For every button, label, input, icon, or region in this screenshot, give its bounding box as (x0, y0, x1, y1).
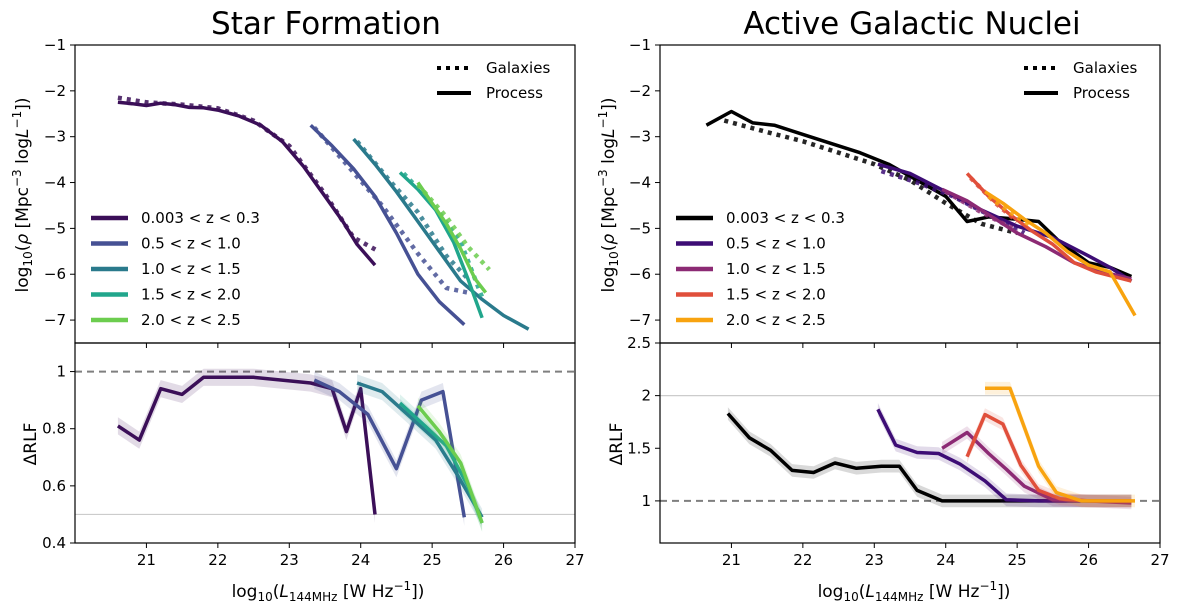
ratio-band (417, 397, 483, 532)
process-line (984, 190, 1137, 317)
process-line (941, 187, 1132, 281)
agn-style-legend: Galaxies Process (1024, 59, 1137, 102)
y-tick-label: −1 (44, 36, 66, 54)
x-tick-label: 24 (936, 551, 955, 569)
legend-label: 1.0 < z < 1.5 (726, 260, 826, 278)
process-line (398, 171, 484, 319)
sf-density-plot: −7 −6 −5 −4 −3 −2 −1 (44, 36, 576, 348)
legend-label: 1.0 < z < 1.5 (141, 260, 241, 278)
ratio-band (314, 371, 465, 526)
x-tick-label: 26 (494, 551, 513, 569)
galaxies-line (723, 118, 1018, 236)
agn-density-plot: −7 −6 −5 −4 −3 −2 −1 (629, 36, 1161, 348)
ratio-line (356, 381, 484, 519)
y-tick-label: 1.5 (627, 439, 651, 457)
y-tick-label: −1 (629, 36, 651, 54)
legend-label: 1.5 < z < 2.0 (141, 286, 241, 304)
y-tick-label: −3 (629, 128, 651, 146)
legend-label: 0.5 < z < 1.0 (726, 235, 826, 253)
galaxies-line (401, 171, 485, 299)
axes-frame (74, 342, 576, 544)
ratio-line (116, 375, 377, 515)
y-tick-label: −4 (629, 174, 651, 192)
x-tick-label: 21 (722, 551, 741, 569)
y-tick-label: −5 (44, 219, 66, 237)
y-tick-label: −2 (629, 82, 651, 100)
agn-x-axis-label: log10(L144MHz [W Hz−1]) (818, 579, 1011, 604)
legend-label: 2.0 < z < 2.5 (726, 311, 826, 329)
ratio-band (877, 403, 1132, 508)
agn-redshift-legend: 0.003 < z < 0.3 0.5 < z < 1.0 1.0 < z < 1.… (676, 209, 845, 329)
y-tick-label: −2 (44, 82, 66, 100)
y-tick-label: 2 (641, 387, 651, 405)
legend-label: 2.0 < z < 2.5 (141, 311, 241, 329)
ratio-line (416, 404, 484, 524)
x-tick-label: 21 (137, 551, 156, 569)
sf-y-axis-label: log10(ρ [Mpc−3 logL−1]) (10, 98, 35, 293)
agn-ratio-y-label: ΔRLF (607, 423, 627, 466)
sf-x-axis-label: log10(L144MHz [W Hz−1]) (232, 579, 425, 604)
y-tick-label: −7 (44, 311, 66, 329)
y-tick-label: 0.4 (42, 534, 66, 552)
x-tick-label: 27 (1150, 551, 1169, 569)
y-tick-label: −5 (629, 219, 651, 237)
process-line (352, 137, 530, 331)
sf-ratio-plot: 21 22 23 24 25 26 27 0.4 0.6 0.8 1 (42, 342, 585, 569)
ratio-band (985, 381, 1135, 508)
y-tick-label: 0.8 (42, 420, 66, 438)
agn-y-axis-label: log10(ρ [Mpc−3 logL−1]) (596, 98, 621, 293)
ratio-line (313, 378, 467, 518)
x-tick-label: 24 (351, 551, 370, 569)
process-line (416, 181, 488, 294)
ratio-band (357, 374, 483, 526)
x-tick-label: 22 (208, 551, 227, 569)
x-tick-label: 27 (565, 551, 584, 569)
process-legend-label: Process (1073, 84, 1130, 102)
y-tick-label: −7 (629, 311, 651, 329)
ratio-line (876, 408, 1132, 503)
axes-frame (659, 342, 1161, 544)
y-tick-label: −6 (629, 265, 651, 283)
process-line (117, 100, 377, 267)
x-tick-label: 22 (793, 551, 812, 569)
galaxies-line (355, 139, 470, 281)
left-panel-title: Star Formation (211, 6, 441, 42)
x-tick-label: 25 (1008, 551, 1027, 569)
sf-redshift-legend: 0.003 < z < 0.3 0.5 < z < 1.0 1.0 < z < 1.… (91, 209, 260, 329)
y-tick-label: −3 (44, 128, 66, 146)
x-tick-label: 25 (423, 551, 442, 569)
process-line (965, 172, 1132, 283)
process-line (309, 123, 466, 326)
y-tick-label: 1 (56, 363, 66, 381)
sf-style-legend: Galaxies Process (437, 59, 550, 102)
galaxies-legend-label: Galaxies (486, 59, 550, 77)
sf-ratio-y-label: ΔRLF (21, 423, 41, 466)
legend-label: 1.5 < z < 2.0 (726, 286, 826, 304)
y-tick-label: −4 (44, 174, 66, 192)
process-legend-label: Process (486, 84, 543, 102)
y-tick-label: −6 (44, 265, 66, 283)
right-panel-title: Active Galactic Nuclei (743, 6, 1080, 42)
y-tick-label: 1 (641, 492, 651, 510)
legend-label: 0.5 < z < 1.0 (141, 235, 241, 253)
legend-label: 0.003 < z < 0.3 (141, 209, 260, 227)
ratio-band (400, 394, 483, 532)
x-tick-label: 23 (280, 551, 299, 569)
y-tick-label: 2.5 (627, 334, 651, 352)
y-tick-label: 0.6 (42, 477, 66, 495)
ratio-line (985, 386, 1135, 503)
legend-label: 0.003 < z < 0.3 (726, 209, 845, 227)
process-line (877, 162, 1133, 283)
ratio-band (727, 407, 1132, 508)
agn-ratio-plot: 21 22 23 24 25 26 27 1 1.5 2 2.5 (627, 334, 1169, 569)
x-tick-label: 23 (865, 551, 884, 569)
x-tick-label: 26 (1079, 551, 1098, 569)
galaxies-legend-label: Galaxies (1073, 59, 1137, 77)
